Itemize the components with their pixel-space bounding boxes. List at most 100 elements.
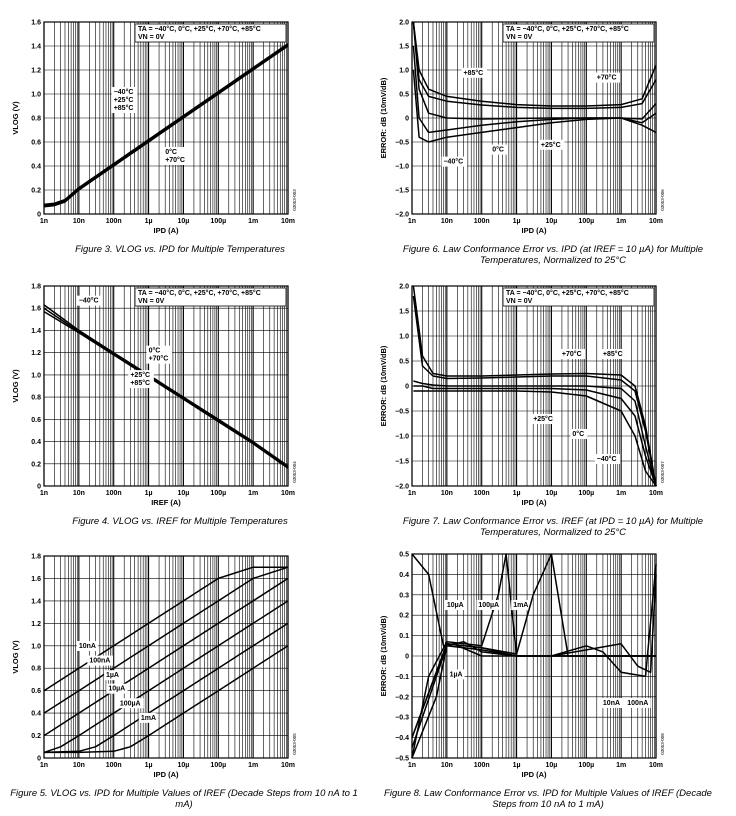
- figure-6-panel: 1n 10n 100n 1µ 10µ 100µ 1m 10m −2.0 −1.5 −1.0 −0.5 0…: [368, 0, 736, 272]
- y-tick-label: 2.0: [399, 20, 409, 27]
- series-line-6: [44, 645, 289, 754]
- series-line-3: [43, 42, 289, 206]
- y-tick-label: 0.6: [31, 688, 41, 695]
- plot-frame: [43, 285, 289, 487]
- x-tick-label: 1n: [408, 218, 416, 225]
- x-tick-label: 10m: [649, 490, 663, 497]
- annotation-label: +85°C: [114, 104, 134, 112]
- conditions-text: VN = 0V: [138, 298, 165, 305]
- annotation-label: 0°C: [492, 146, 504, 154]
- y-tick-label: 1.5: [399, 309, 409, 316]
- x-tick-label: 100µ: [578, 218, 594, 225]
- x-axis-label: IPD (A): [154, 226, 180, 235]
- series-line-5: [411, 564, 657, 738]
- annotation-label: 0°C: [572, 430, 584, 438]
- series-line-1: [43, 45, 289, 208]
- x-tick-label: 10m: [281, 490, 295, 497]
- annotation-bg: [476, 600, 502, 611]
- grid: [43, 285, 289, 487]
- x-tick-label: 1m: [616, 490, 626, 497]
- annotation-label: +25°C: [533, 415, 553, 423]
- series-line-3: [43, 310, 289, 469]
- figure-5-panel: 1n 10n 100n 1µ 10µ 100µ 1m 10m 0 0.2 0.4 0.6 0.8 1.0 1…: [0, 544, 368, 816]
- x-tick-label: 1m: [616, 762, 626, 769]
- annotation-label: 1mA: [141, 715, 156, 722]
- figure-5-chart: 1n 10n 100n 1µ 10µ 100µ 1m 10m 0 0.2 0.4 0.6 0.8 1.0 1…: [11, 554, 297, 780]
- y-tick-label: 1.4: [31, 598, 41, 605]
- x-tick-label: 100µ: [578, 490, 594, 497]
- y-tick-label: −1.0: [395, 434, 409, 441]
- x-tick-label: 100µ: [578, 762, 594, 769]
- y-tick-label: 1.8: [31, 284, 41, 291]
- y-tick-label: 0: [405, 654, 409, 661]
- y-tick-label: 1.8: [31, 554, 41, 561]
- annotation-label: +25°C: [114, 96, 134, 104]
- y-tick-label: 0: [405, 384, 409, 391]
- annotation-bg: [570, 429, 588, 439]
- conditions-text: VN = 0V: [506, 298, 533, 305]
- annotation-bg: [594, 454, 621, 464]
- x-tick-label: 100n: [106, 218, 122, 225]
- figure-4-panel: 1n 10n 100n 1µ 10µ 100µ 1m 10m 0 0.2 0.4 0.6 0.8 1.0 1…: [0, 272, 368, 544]
- x-tick-label: 1m: [616, 218, 626, 225]
- plot-frame: [43, 555, 289, 759]
- x-tick-label: 10µ: [178, 218, 190, 225]
- figure-code: 03053-003: [292, 189, 297, 211]
- figure-code: 03053-008: [660, 733, 665, 755]
- y-tick-label: 1.0: [31, 643, 41, 650]
- y-tick-label: 0.4: [31, 711, 41, 718]
- x-tick-label: 1µ: [145, 218, 153, 225]
- series-group: [412, 285, 657, 487]
- y-axis-label: VLOG (V): [11, 101, 20, 135]
- annotation-bg: [538, 139, 565, 150]
- x-tick-label: 100n: [474, 762, 490, 769]
- annotation-bg: [103, 670, 121, 681]
- x-tick-label: 10µ: [546, 218, 558, 225]
- series-line-6: [411, 574, 657, 749]
- x-tick-label: 10n: [441, 762, 453, 769]
- annotation-bg: [559, 349, 586, 359]
- annotation-bg: [146, 345, 173, 364]
- series-line-2: [412, 21, 657, 110]
- annotation-label: +70°C: [597, 74, 617, 82]
- y-tick-label: −0.1: [395, 674, 409, 681]
- y-tick-label: −2.0: [395, 484, 409, 491]
- y-tick-label: −0.5: [395, 756, 409, 763]
- y-tick-label: 1.0: [399, 334, 409, 341]
- y-tick-label: 1.2: [31, 621, 41, 628]
- y-tick-label: 0: [37, 212, 41, 219]
- figure-6-caption: Figure 6. Law Conformance Error vs. IPD …: [402, 244, 704, 266]
- y-tick-label: 0.4: [31, 439, 41, 446]
- y-tick-label: 1.0: [31, 92, 41, 99]
- x-tick-label: 100n: [474, 218, 490, 225]
- x-tick-label: 1n: [408, 762, 416, 769]
- x-tick-label: 10n: [441, 218, 453, 225]
- series-line-2: [43, 307, 289, 468]
- annotation-label: −40°C: [443, 158, 463, 166]
- conditions-text: VN = 0V: [506, 34, 533, 41]
- y-axis-label: VLOG (V): [11, 640, 20, 674]
- y-tick-label: 1.2: [31, 350, 41, 357]
- plot-frame: [411, 285, 657, 487]
- x-tick-label: 1µ: [513, 218, 521, 225]
- y-tick-label: −1.5: [395, 188, 409, 195]
- conditions-box: [502, 23, 655, 43]
- y-tick-label: 1.6: [31, 576, 41, 583]
- conditions-box: [134, 23, 287, 43]
- y-tick-label: 0.5: [399, 359, 409, 366]
- annotation-label: 0°C: [149, 347, 161, 355]
- annotation-bg: [600, 349, 627, 359]
- x-tick-label: 100µ: [210, 490, 226, 497]
- series-line-3: [412, 21, 657, 120]
- y-tick-label: 0.3: [399, 592, 409, 599]
- annotation-label: +85°C: [130, 379, 150, 387]
- x-axis-label: IPD (A): [522, 770, 548, 779]
- x-tick-label: 100n: [106, 762, 122, 769]
- x-tick-label: 1m: [248, 218, 258, 225]
- series-group: [43, 304, 289, 469]
- annotation-bg: [444, 600, 467, 611]
- annotation-bg: [117, 698, 144, 709]
- annotation-bg: [531, 414, 557, 424]
- y-tick-label: −0.3: [395, 715, 409, 722]
- y-tick-label: 0.8: [31, 395, 41, 402]
